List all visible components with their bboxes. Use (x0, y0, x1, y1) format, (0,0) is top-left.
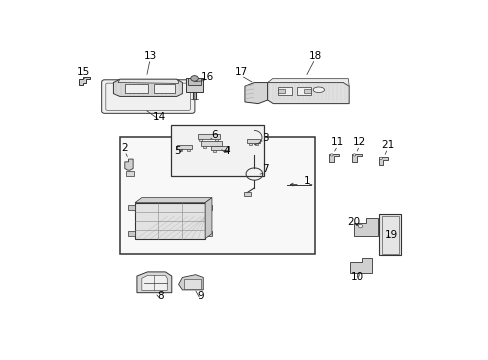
Circle shape (190, 76, 198, 81)
Bar (277, 89, 284, 93)
Text: 17: 17 (234, 67, 247, 77)
Bar (178, 149, 181, 151)
Polygon shape (329, 153, 338, 162)
Polygon shape (128, 204, 135, 210)
Polygon shape (205, 204, 211, 210)
Text: 2: 2 (121, 143, 128, 153)
Polygon shape (205, 198, 211, 239)
Polygon shape (349, 258, 371, 273)
Text: 6: 6 (211, 130, 218, 140)
Polygon shape (124, 159, 133, 170)
Text: 13: 13 (143, 51, 157, 61)
Bar (124, 84, 147, 93)
Bar (248, 143, 251, 145)
Bar (186, 78, 203, 92)
Polygon shape (113, 79, 182, 96)
Bar (381, 216, 398, 253)
Text: 21: 21 (381, 140, 394, 150)
Polygon shape (267, 82, 348, 104)
Bar (184, 279, 201, 288)
Polygon shape (378, 157, 387, 165)
Bar (215, 139, 218, 141)
Bar (210, 146, 228, 150)
Text: 18: 18 (308, 51, 321, 61)
Bar (201, 141, 222, 146)
Bar (212, 150, 215, 152)
Bar (277, 87, 292, 95)
Circle shape (379, 157, 382, 159)
Circle shape (329, 154, 332, 156)
Circle shape (358, 225, 362, 228)
Text: 19: 19 (384, 230, 397, 240)
Polygon shape (137, 272, 171, 293)
Bar (379, 214, 401, 255)
Bar (244, 192, 250, 195)
Text: 14: 14 (153, 112, 166, 122)
Polygon shape (79, 77, 89, 85)
Polygon shape (135, 198, 211, 203)
Bar (135, 203, 205, 239)
Bar (217, 146, 220, 148)
Circle shape (352, 154, 355, 156)
Text: 11: 11 (330, 138, 344, 148)
Text: 16: 16 (200, 72, 213, 82)
Polygon shape (178, 275, 203, 290)
Text: 1: 1 (303, 176, 309, 186)
Bar (186, 149, 189, 151)
Text: 8: 8 (157, 291, 163, 301)
FancyBboxPatch shape (102, 80, 195, 113)
Text: 3: 3 (261, 133, 268, 143)
Polygon shape (244, 82, 267, 104)
Bar (176, 145, 191, 149)
Text: 4: 4 (224, 146, 230, 156)
Bar (197, 134, 220, 139)
Bar (296, 87, 311, 95)
Text: 12: 12 (352, 138, 366, 148)
Text: 10: 10 (350, 271, 363, 282)
Polygon shape (128, 231, 135, 236)
Polygon shape (205, 231, 211, 236)
Bar (255, 143, 258, 145)
Bar (120, 138, 314, 254)
Text: 5: 5 (174, 146, 181, 156)
Bar (246, 139, 260, 143)
Bar (199, 139, 202, 141)
Bar (154, 84, 175, 93)
Text: 15: 15 (77, 67, 90, 77)
Polygon shape (142, 275, 167, 291)
Bar (224, 150, 226, 152)
Polygon shape (351, 153, 361, 162)
Polygon shape (353, 219, 377, 236)
Polygon shape (126, 171, 134, 176)
Bar (188, 78, 201, 85)
Bar (304, 89, 311, 93)
Polygon shape (267, 79, 348, 86)
Text: 9: 9 (197, 291, 203, 301)
Ellipse shape (312, 87, 324, 93)
Text: 7: 7 (261, 164, 268, 174)
Text: 20: 20 (346, 217, 360, 227)
Polygon shape (118, 79, 178, 84)
Bar (171, 125, 264, 176)
Bar (203, 146, 206, 148)
